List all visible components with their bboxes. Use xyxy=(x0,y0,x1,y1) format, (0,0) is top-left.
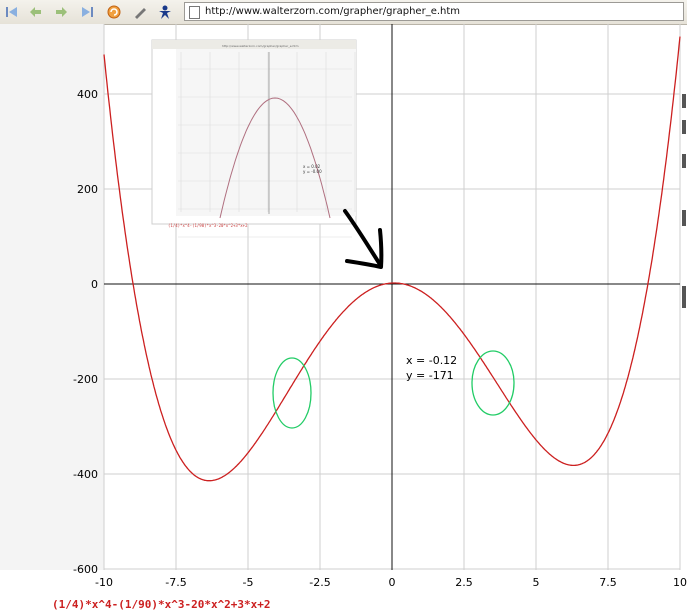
back-icon[interactable] xyxy=(27,3,45,21)
inset-readout-y: y = -0.00 xyxy=(303,169,322,174)
edge-marker xyxy=(682,286,686,308)
address-url: http://www.walterzorn.com/grapher/graphe… xyxy=(205,6,461,17)
reload-icon[interactable] xyxy=(105,3,123,21)
y-tick-label: 400 xyxy=(77,88,98,101)
function-curve xyxy=(103,36,681,482)
x-tick-label: -10 xyxy=(95,576,113,589)
annotation-arrow-head xyxy=(345,228,384,269)
inset-equation: (1/4)*x^4-(1/90)*x^3-20*x^2+3*x+2 xyxy=(168,223,248,228)
y-tick-label: 0 xyxy=(91,278,98,291)
y-tick-label: 200 xyxy=(77,183,98,196)
x-tick-label: -5 xyxy=(243,576,254,589)
address-bar[interactable]: http://www.walterzorn.com/grapher/graphe… xyxy=(184,2,684,21)
y-tick-label: -400 xyxy=(73,468,98,481)
edge-marker xyxy=(682,154,686,168)
inset-readout-x: x = 0.02 xyxy=(303,164,321,169)
y-tick-labels: 400 200 0 -200 -400 -600 xyxy=(73,88,98,576)
forward-icon[interactable] xyxy=(52,3,70,21)
plot-left-margin xyxy=(0,24,104,584)
edge-marker xyxy=(682,210,686,226)
forward-last-icon[interactable] xyxy=(78,3,96,21)
edge-marker xyxy=(682,94,686,108)
inset-plot-area xyxy=(176,49,356,216)
equation-label: (1/4)*x^4-(1/90)*x^3-20*x^2+3*x+2 xyxy=(52,598,271,611)
function-plot[interactable]: 400 200 0 -200 -400 -600 -10 -7.5 -5 -2.5 0 2.5 5 7.… xyxy=(0,24,687,598)
inset-toolbar xyxy=(152,40,356,49)
browser-toolbar: http://www.walterzorn.com/grapher/graphe… xyxy=(0,0,687,25)
inset-url: http://www.walterzorn.com/grapher/graphe… xyxy=(222,44,299,48)
plot-bottom-margin xyxy=(0,570,687,598)
x-tick-label: 2.5 xyxy=(455,576,473,589)
inset-grid xyxy=(178,52,356,238)
edge-marker xyxy=(682,120,686,134)
readout-y: y = -171 xyxy=(406,369,454,382)
x-tick-label: -7.5 xyxy=(165,576,186,589)
pencil-icon[interactable] xyxy=(131,3,149,21)
inset-screenshot: http://www.walterzorn.com/grapher/graphe… xyxy=(151,39,357,238)
x-tick-label: 0 xyxy=(389,576,396,589)
y-tick-label: -600 xyxy=(73,563,98,576)
x-tick-label: 7.5 xyxy=(599,576,617,589)
annotation-arrow-shaft xyxy=(343,209,383,268)
page-icon xyxy=(189,6,200,19)
highlight-ellipse-right xyxy=(471,350,515,416)
side-panel-edge xyxy=(680,24,687,584)
x-tick-label: 10 xyxy=(673,576,687,589)
readout-x: x = -0.12 xyxy=(406,354,457,367)
y-tick-label: -200 xyxy=(73,373,98,386)
inset-curve xyxy=(219,97,331,219)
bookmark-person-icon[interactable] xyxy=(156,3,174,21)
x-tick-label: 5 xyxy=(533,576,540,589)
back-first-icon[interactable] xyxy=(3,3,21,21)
x-tick-labels: -10 -7.5 -5 -2.5 0 2.5 5 7.5 10 xyxy=(95,576,687,589)
x-tick-label: -2.5 xyxy=(309,576,330,589)
highlight-ellipse-left xyxy=(272,357,312,429)
